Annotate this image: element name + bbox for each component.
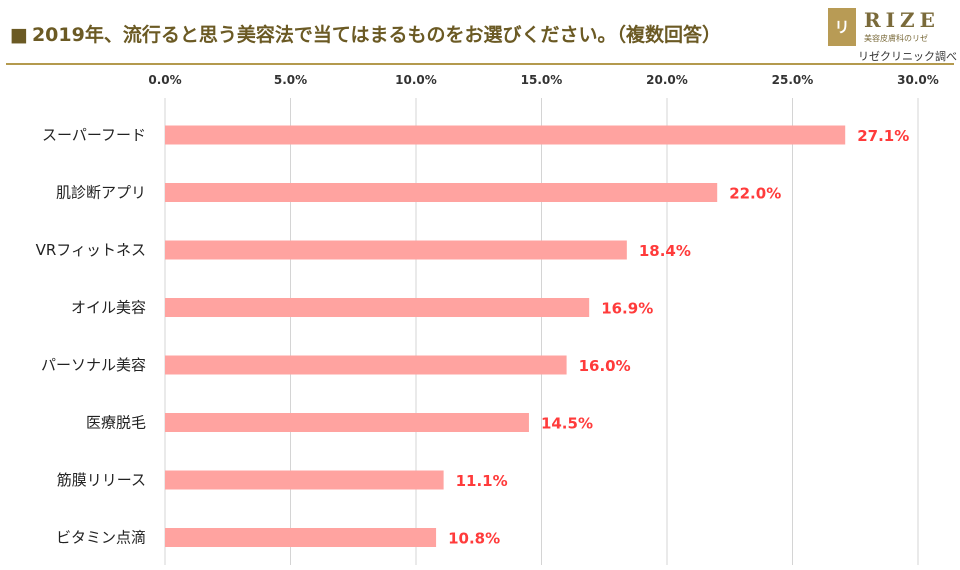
logo-wordmark: RIZE: [864, 8, 940, 32]
data-label: 16.0%: [579, 357, 631, 375]
category-label: ビタミン点滴: [56, 529, 146, 547]
chart-header: ■ 2019年、流行ると思う美容法で当てはまるものをお選びください。（複数回答） …: [0, 0, 960, 74]
header-rule: [6, 63, 954, 65]
data-label: 11.1%: [456, 472, 508, 490]
x-tick-label: 15.0%: [521, 73, 563, 87]
x-tick-label: 20.0%: [646, 73, 688, 87]
data-label: 16.9%: [601, 300, 653, 318]
x-tick-label: 5.0%: [274, 73, 307, 87]
bar: [165, 298, 590, 317]
source-credit: リゼクリニック調べ: [858, 50, 957, 63]
category-label: 医療脱毛: [86, 414, 146, 432]
data-label: 27.1%: [857, 127, 909, 145]
x-tick-label: 25.0%: [772, 73, 814, 87]
chart-title: ■ 2019年、流行ると思う美容法で当てはまるものをお選びください。（複数回答）: [10, 20, 721, 47]
bar: [165, 125, 846, 145]
bar: [165, 528, 437, 547]
bar: [165, 355, 567, 375]
bar-chart: 0.0% 5.0% 10.0% 15.0% 20.0% 25.0% 30.0% スーパーフード…: [36, 73, 939, 565]
category-label: 肌診断アプリ: [56, 184, 146, 202]
bar: [165, 413, 529, 432]
data-label: 18.4%: [639, 242, 691, 260]
x-tick-label: 30.0%: [897, 73, 939, 87]
x-tick-label: 0.0%: [148, 73, 181, 87]
bar: [165, 240, 627, 260]
rize-logo: リゼ RIZE 美容皮膚科のリゼ リゼクリニック調べ: [820, 8, 957, 74]
data-label: 22.0%: [729, 185, 781, 203]
logo-subtitle: 美容皮膚科のリゼ: [864, 34, 928, 43]
title-text: 2019年、流行ると思う美容法で当てはまるものをお選びください。（複数回答）: [31, 24, 721, 46]
category-label: VRフィットネス: [36, 241, 146, 259]
bar: [165, 183, 718, 202]
category-label: オイル美容: [71, 299, 146, 317]
logo-mark: リゼ: [828, 8, 856, 74]
category-label: 筋膜リリース: [57, 471, 146, 489]
category-label: スーパーフード: [42, 126, 146, 144]
title-marker: ■: [10, 24, 28, 46]
category-label: パーソナル美容: [41, 356, 146, 374]
data-label: 10.8%: [448, 530, 500, 548]
data-label: 14.5%: [541, 415, 593, 433]
bar: [165, 470, 444, 490]
x-tick-label: 10.0%: [395, 73, 437, 87]
